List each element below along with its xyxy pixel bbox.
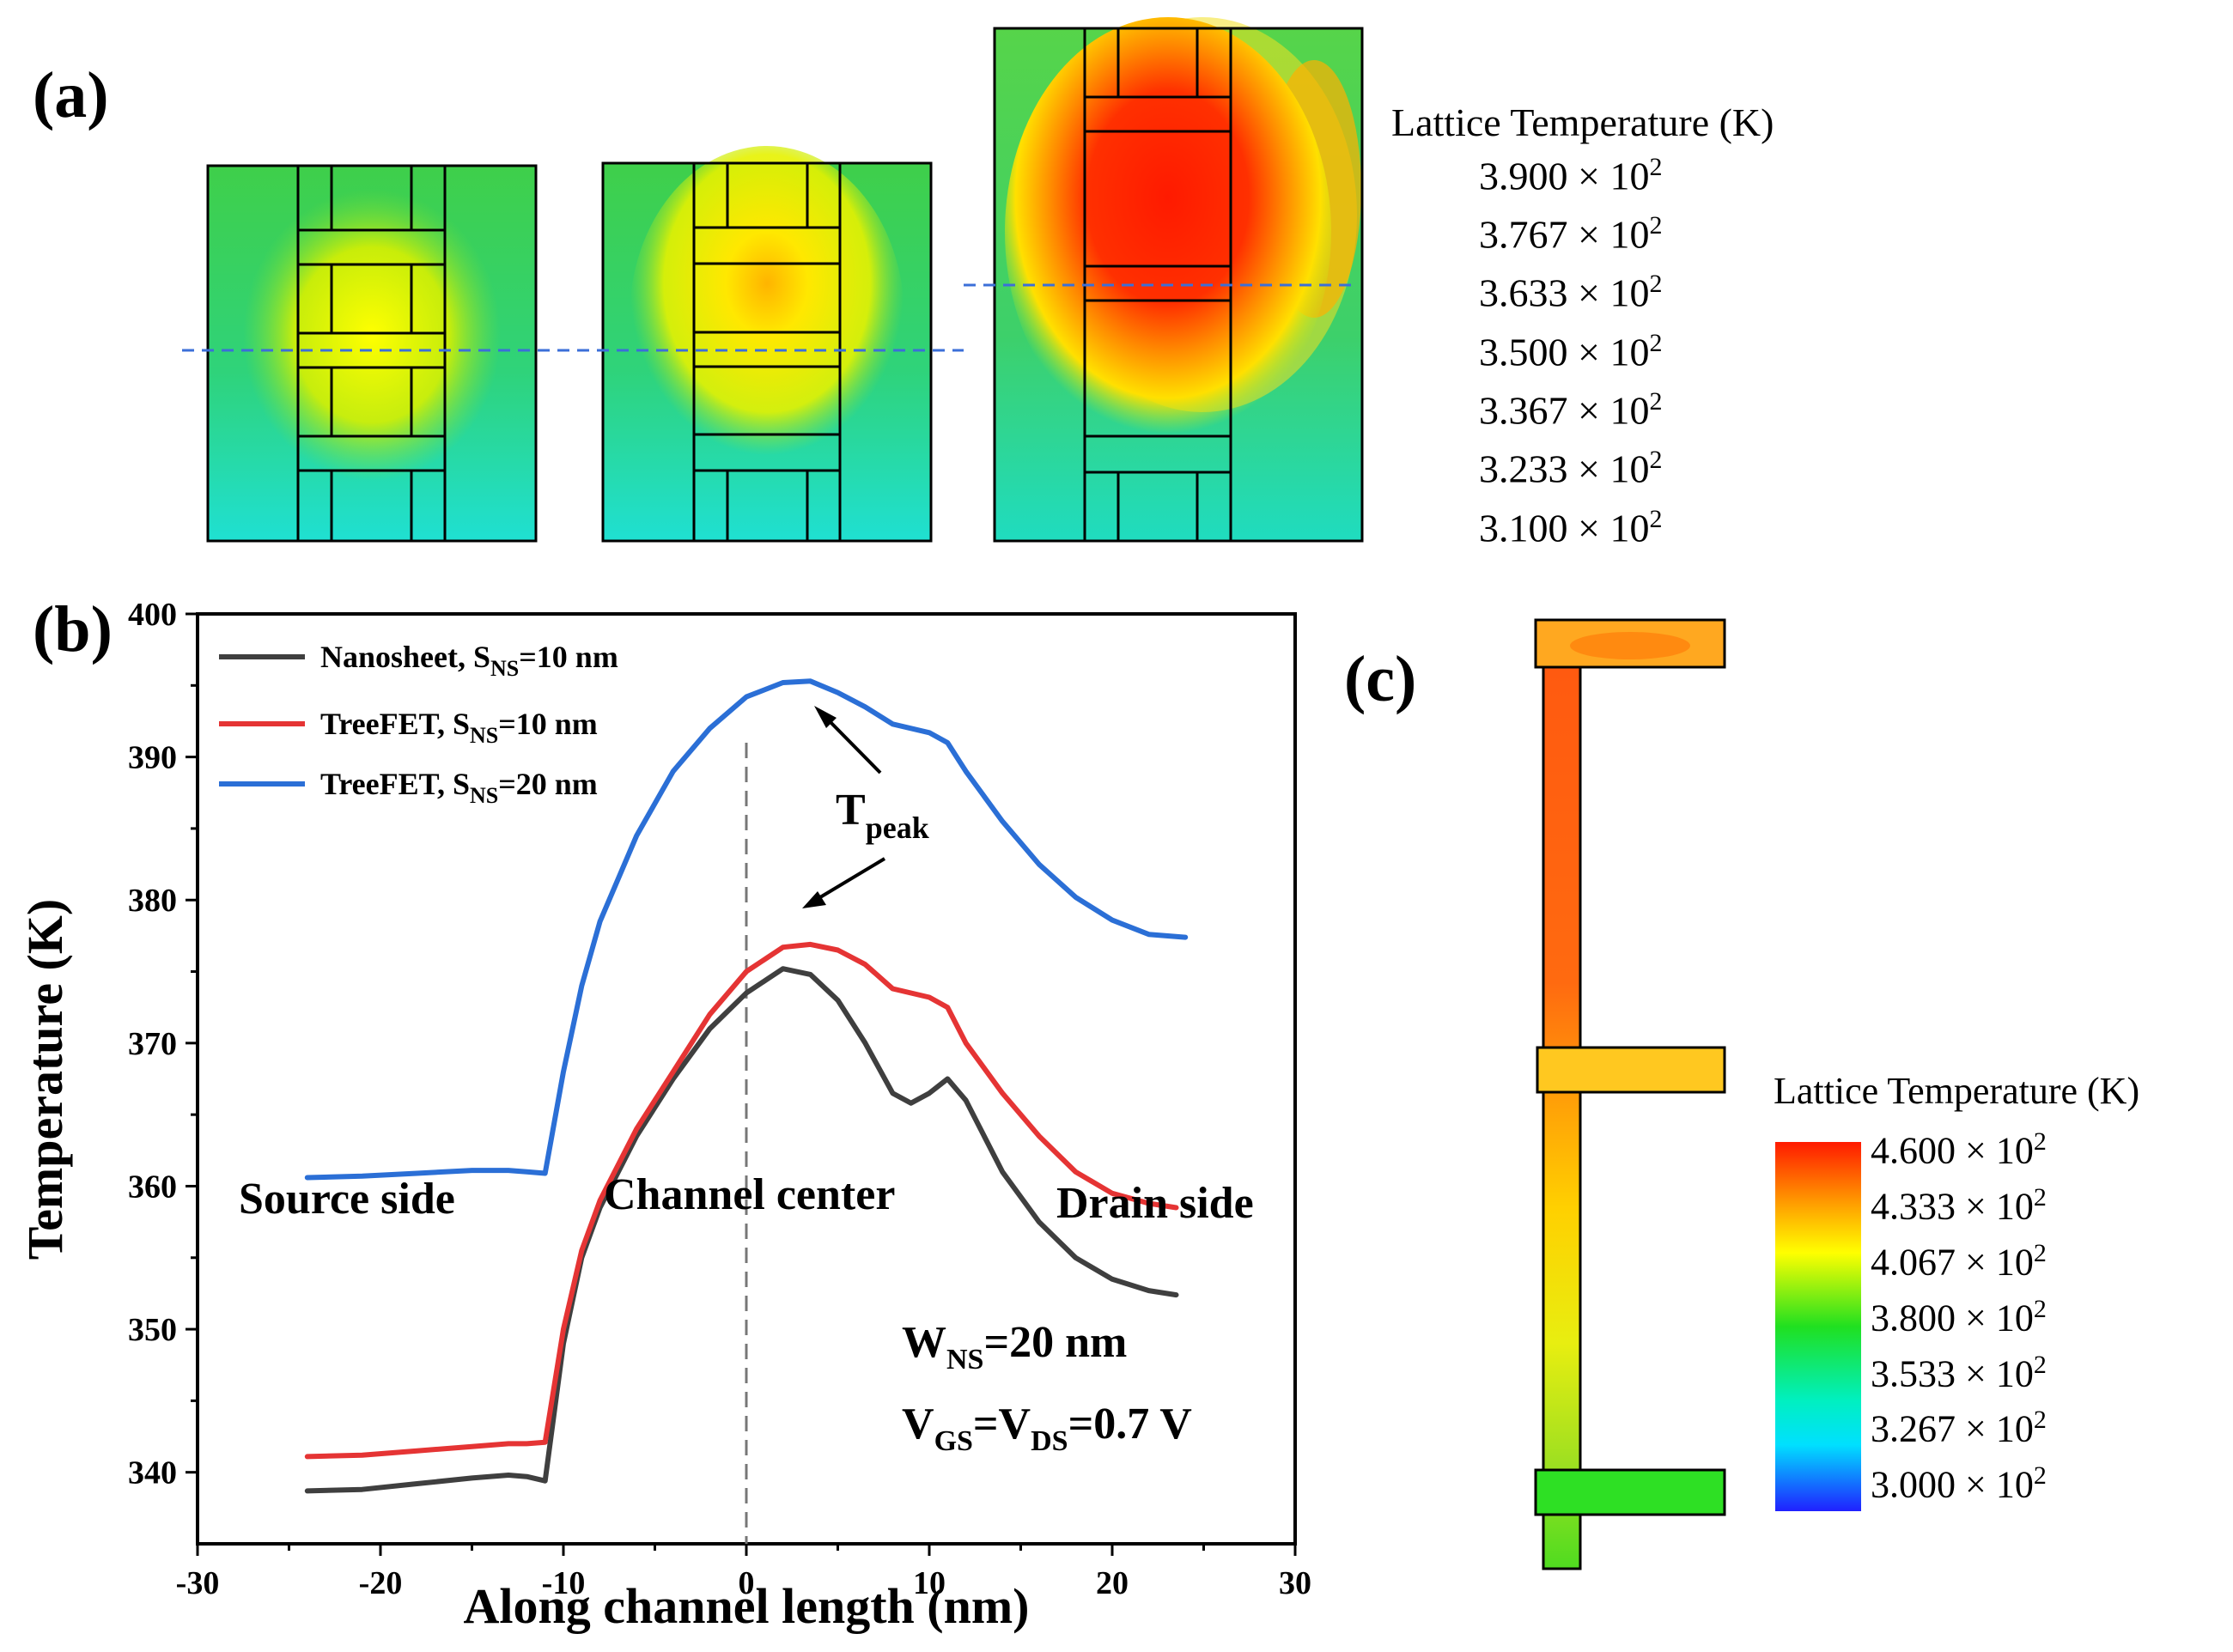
y-tick-label: 370 [128,1026,177,1062]
colorbar-c-tick: 3.533 × 102 [1871,1351,2047,1395]
legend-label-treefet-20: TreeFET, SNS=20 nm [320,767,598,808]
colorbar-a-tick: 3.100 × 102 [1479,505,1663,550]
x-tick-label: -30 [176,1565,220,1601]
y-tick-label: 340 [128,1455,177,1491]
bottom-pad [1534,1468,1726,1516]
wns-label: WNS=20 nm [902,1318,1127,1376]
source-side-label: Source side [239,1175,455,1224]
colorbar-c-tick: 3.000 × 102 [1871,1461,2047,1506]
colorbar-a-title: Lattice Temperature (K) [1391,100,1774,144]
chart-series [304,678,1189,1494]
colorbar-c-tick: 3.800 × 102 [1871,1295,2047,1339]
panel-c-heatmap [1534,618,1861,1570]
panel-b-label: (b) [33,593,113,665]
drain-side-label: Drain side [1056,1179,1254,1228]
colorbar-c-tick: 4.067 × 102 [1871,1239,2047,1284]
x-axis-label: Along channel length (nm) [463,1578,1029,1634]
chart-legend: Nanosheet, SNS=10 nm TreeFET, SNS=10 nm … [219,640,618,808]
channel-center-label: Channel center [604,1170,895,1219]
y-tick-label: 390 [128,740,177,776]
colorbar-a-tick: 3.767 × 102 [1479,211,1663,257]
x-tick-label: 20 [1096,1565,1129,1601]
colorbar-c-tick: 4.333 × 102 [1871,1183,2047,1228]
colorbar-c-bar [1775,1142,1861,1511]
colorbar-a-tick: 3.900 × 102 [1479,153,1663,198]
chart-annotations: Tpeak Source side Channel center Drain s… [239,706,1254,1457]
y-axis-label: Temperature (K) [17,899,73,1260]
colorbar-a-tick: 3.233 × 102 [1479,446,1663,491]
heatmap-treefet-20nm [993,17,1364,543]
series-line-nanosheet-10nm [304,966,1179,1494]
top-pad-hotspot [1570,632,1690,659]
y-tick-label: 400 [128,597,177,633]
colorbar-a-tick: 3.500 × 102 [1479,329,1663,374]
x-tick-label: 0 [739,1565,755,1601]
vgs-vds-label: VGS=VDS=0.7 V [902,1400,1192,1457]
panel-a-label: (a) [33,59,109,131]
x-tick-label: -20 [359,1565,403,1601]
panel-b-chart: -30 -20 -10 0 10 20 30 340 350 360 370 380 390 400 Na… [17,597,1311,1634]
panel-a-heatmaps [182,17,1364,543]
series-line-treefet-20nm [304,678,1189,1181]
tpeak-arrow-lower [814,857,886,902]
colorbar-a-tick: 3.367 × 102 [1479,387,1663,433]
heatmap-treefet-10nm [601,146,933,543]
heatmap-nanosheet [206,164,538,543]
tpeak-label: Tpeak [836,786,929,845]
y-tick-label: 380 [128,883,177,919]
panel-c-label: (c) [1344,643,1417,715]
legend-label-treefet-10: TreeFET, SNS=10 nm [320,707,598,748]
series-line-treefet-10nm [304,941,1179,1460]
axis-ticks: -30 -20 -10 0 10 20 30 340 350 360 370 380 390 400 [128,597,1311,1601]
tpeak-arrow-upper [823,714,882,774]
y-tick-label: 350 [128,1312,177,1348]
colorbar-c-tick: 3.267 × 102 [1871,1406,2047,1450]
x-tick-label: 10 [913,1565,946,1601]
colorbar-c-title: Lattice Temperature (K) [1774,1070,2140,1112]
stem [1542,665,1582,1570]
x-tick-label: 30 [1279,1565,1311,1601]
colorbar-a-tick: 3.633 × 102 [1479,270,1663,315]
legend-label-nanosheet: Nanosheet, SNS=10 nm [320,640,618,681]
x-tick-label: -10 [542,1565,586,1601]
middle-pad [1536,1046,1726,1094]
tpeak-arrowhead-upper [814,706,837,728]
colorbar-c-tick: 4.600 × 102 [1871,1127,2047,1172]
tpeak-arrowhead-lower [802,891,826,908]
y-tick-label: 360 [128,1169,177,1205]
